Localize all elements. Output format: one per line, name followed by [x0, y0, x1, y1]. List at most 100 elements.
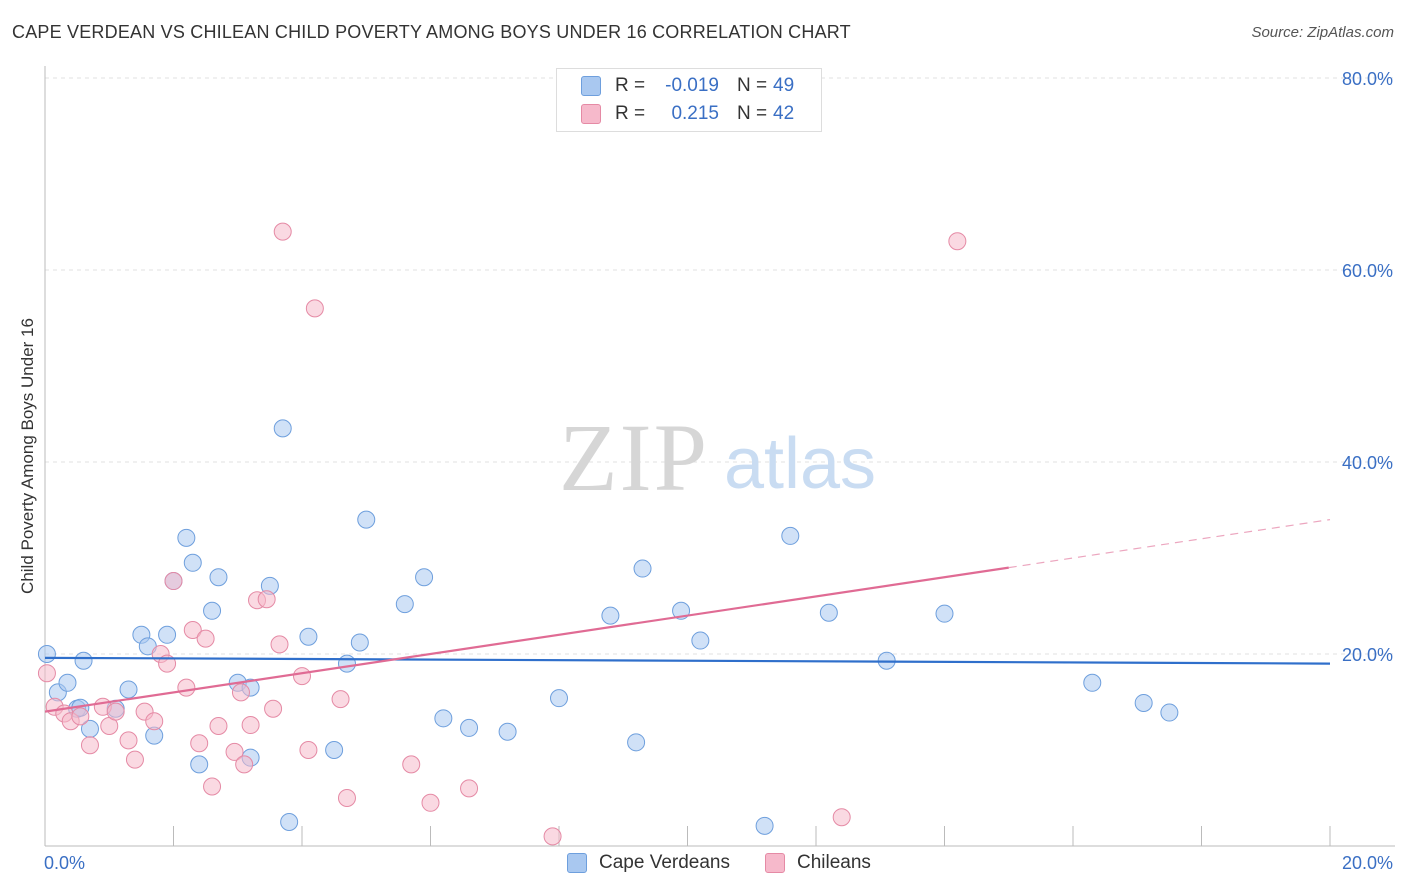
y-tick-label: 40.0%: [1342, 453, 1393, 473]
cape-verdean-point: [755, 816, 774, 835]
cape-verdean-trend-line: [44, 656, 1331, 665]
legend-row-cape-verdeans: R = -0.019 N = 49: [581, 74, 794, 98]
legend-swatch-cape-verdeans: [581, 76, 601, 96]
watermark: ZIP atlas: [559, 404, 876, 511]
chilean-point: [235, 755, 254, 774]
legend-n-label: N =: [737, 103, 768, 124]
chilean-point: [305, 299, 324, 318]
cape-verdean-point: [1160, 703, 1179, 722]
chilean-point: [145, 712, 164, 731]
chilean-point: [832, 808, 851, 827]
y-tick-label: 60.0%: [1342, 261, 1393, 281]
chilean-point: [119, 731, 138, 750]
chilean-point: [543, 827, 562, 846]
chilean-point: [106, 702, 125, 721]
cape-verdean-point: [460, 718, 479, 737]
chilean-point: [337, 789, 356, 807]
legend-r-value: -0.019: [665, 75, 719, 96]
chilean-point: [331, 690, 350, 709]
cape-verdean-point: [337, 654, 356, 673]
grid-lines: [45, 77, 1395, 655]
cape-verdean-point: [209, 568, 228, 587]
cape-verdean-point: [273, 419, 292, 438]
chilean-point: [264, 699, 283, 718]
chilean-point: [190, 734, 209, 753]
cape-verdean-point: [935, 604, 954, 623]
legend-r-value: 0.215: [671, 103, 719, 124]
chilean-point: [421, 793, 440, 812]
series-legend: Cape Verdeans Chileans: [0, 852, 1406, 876]
cape-verdean-point: [58, 673, 77, 692]
chilean-point: [241, 716, 260, 735]
cape-verdean-point: [1083, 673, 1102, 692]
cape-verdean-point: [498, 722, 517, 741]
cape-verdean-point: [434, 709, 453, 728]
chilean-point: [460, 779, 479, 798]
cape-verdean-point: [37, 645, 56, 663]
legend-label-cape-verdeans: Cape Verdeans: [599, 852, 730, 873]
watermark-atlas: atlas: [724, 424, 876, 504]
cape-verdean-point: [627, 733, 646, 752]
data-points: [37, 222, 1179, 846]
chilean-point: [273, 222, 292, 241]
x-tick-label: 20.0%: [1342, 853, 1393, 873]
legend-label-chileans: Chileans: [797, 852, 871, 873]
trend-lines: [44, 519, 1331, 713]
cape-verdean-point: [691, 631, 710, 650]
cape-verdean-point: [357, 510, 376, 529]
chilean-trend-extension: [1008, 519, 1331, 569]
chilean-point: [37, 664, 56, 683]
stats-legend: R = -0.019 N = 49 R = 0.215 N = 42: [556, 68, 822, 132]
chilean-point: [164, 572, 183, 591]
chilean-point: [125, 750, 144, 769]
chilean-point: [225, 742, 244, 761]
cape-verdean-point: [633, 559, 652, 578]
cape-verdean-point: [601, 606, 620, 625]
chilean-point: [183, 621, 202, 639]
chilean-point: [257, 590, 276, 609]
legend-item-cape-verdeans[interactable]: Cape Verdeans: [567, 852, 730, 874]
chilean-point: [71, 707, 90, 726]
legend-r-label: R =: [615, 75, 646, 96]
legend-item-chileans[interactable]: Chileans: [765, 852, 871, 874]
source-label: Source: ZipAtlas.com: [1251, 24, 1394, 41]
cape-verdean-point: [781, 526, 800, 545]
cape-verdean-point: [819, 603, 838, 622]
legend-n-value: 42: [773, 103, 795, 124]
cape-verdean-point: [177, 528, 196, 547]
chilean-point: [203, 777, 222, 796]
cape-verdean-point: [183, 553, 202, 572]
legend-swatch-chileans: [581, 104, 601, 124]
cape-verdean-point: [325, 741, 344, 759]
chilean-point: [177, 678, 196, 697]
cape-verdean-point: [395, 595, 414, 614]
chilean-point: [293, 667, 311, 686]
chilean-point: [270, 635, 289, 654]
legend-n-value: 49: [773, 75, 795, 96]
cape-verdean-point: [119, 680, 138, 699]
cape-verdean-point: [158, 625, 177, 644]
y-tick-label: 80.0%: [1342, 69, 1393, 89]
cape-verdean-point: [550, 689, 568, 708]
cape-verdean-point: [299, 627, 318, 646]
chilean-point: [80, 736, 99, 755]
y-axis-label: Child Poverty Among Boys Under 16: [18, 318, 37, 594]
cape-verdean-point: [203, 601, 222, 620]
y-tick-label: 20.0%: [1342, 645, 1393, 665]
chilean-point: [299, 741, 318, 759]
cape-verdean-point: [1134, 693, 1153, 712]
cape-verdean-point: [74, 651, 93, 670]
watermark-zip: ZIP: [559, 404, 709, 511]
chilean-point: [948, 232, 967, 251]
legend-n-label: N =: [737, 75, 768, 96]
legend-swatch-cape-verdeans: [567, 853, 587, 873]
tick-labels: 20.0% 40.0% 60.0% 80.0% 0.0% 20.0%: [44, 69, 1393, 873]
legend-swatch-chileans: [765, 853, 785, 873]
legend-row-chileans: R = 0.215 N = 42: [581, 102, 794, 126]
cape-verdean-point: [280, 813, 299, 831]
chilean-point: [196, 629, 215, 648]
axes: [44, 66, 1395, 847]
x-tick-label: 0.0%: [44, 853, 85, 873]
chilean-point: [231, 683, 250, 702]
